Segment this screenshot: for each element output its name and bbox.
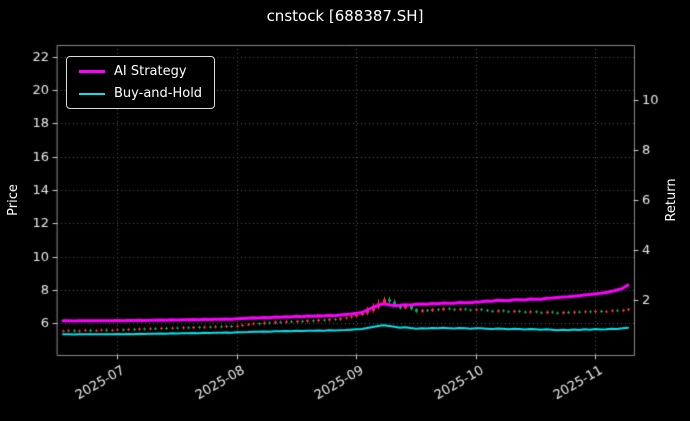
buy-and-hold-line-swatch: [79, 92, 105, 95]
y-axis-label-return: Return: [664, 178, 679, 222]
y-axis-label-price: Price: [6, 184, 21, 216]
chart-title: cnstock [688387.SH]: [266, 7, 424, 25]
ai-strategy-line-swatch: [79, 70, 105, 73]
legend-item-ai-strategy: AI Strategy: [79, 64, 202, 79]
legend-label-buy-and-hold: Buy-and-Hold: [114, 86, 203, 101]
legend-item-buy-and-hold: Buy-and-Hold: [79, 86, 202, 101]
legend-label-ai-strategy: AI Strategy: [114, 64, 187, 79]
legend: AI Strategy Buy-and-Hold: [66, 56, 216, 109]
